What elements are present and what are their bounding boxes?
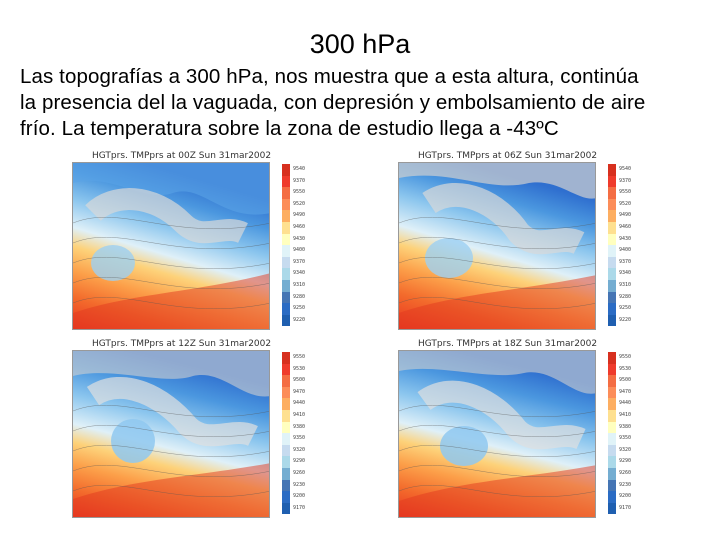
colorbar-label: 9490: [619, 212, 632, 219]
colorbar-label: 9290: [619, 458, 632, 465]
weather-map-panel-06z: HGTprs. TMPprs at 06Z Sun 31mar2002: [398, 150, 631, 330]
slide-title: 300 hPa: [309, 29, 411, 59]
colorbar-label: 9200: [293, 493, 306, 500]
colorbar-label: 9340: [293, 270, 306, 277]
colorbar-label: 9440: [619, 400, 632, 407]
colorbar: [608, 352, 616, 515]
colorbar-label: 9370: [293, 177, 306, 184]
colorbar-label: 9470: [619, 388, 632, 395]
colorbar-label: 9490: [293, 212, 306, 219]
colorbar-label: 9230: [293, 481, 306, 488]
weather-map-panel-18z: HGTprs. TMPprs at 18Z Sun 31mar2002: [398, 338, 631, 518]
colorbar-label: 9320: [293, 446, 306, 453]
map-caption: HGTprs. TMPprs at 12Z Sun 31mar2002: [92, 339, 272, 349]
colorbar-label: 9250: [619, 305, 632, 312]
colorbar-label: 9460: [619, 223, 632, 230]
colorbar: [608, 164, 616, 327]
colorbar-label: 9280: [619, 293, 632, 300]
colorbar: [282, 164, 290, 327]
colorbar-labels: 9540 9370 9550 9520 9490 9460 9430 9400 …: [293, 164, 315, 326]
colorbar-label: 9400: [293, 247, 306, 254]
colorbar-label: 9220: [619, 316, 632, 323]
weather-map-panel-12z: HGTprs. TMPprs at 12Z Sun 31mar2002: [72, 338, 305, 518]
colorbar-label: 9430: [293, 235, 306, 242]
colorbar-label: 9500: [293, 377, 306, 384]
colorbar-label: 9440: [293, 400, 306, 407]
temperature-height-map: [398, 162, 596, 330]
colorbar-labels: 9550 9530 9500 9470 9440 9410 9380 9350 …: [293, 352, 315, 514]
colorbar-label: 9500: [619, 377, 632, 384]
description-line: Las topografías a 300 hPa, nos muestra q…: [20, 65, 639, 88]
weather-map-panel-00z: HGTprs. TMPprs at 00Z Sun 31mar2002: [72, 150, 305, 330]
colorbar-label: 9380: [293, 423, 306, 430]
colorbar-label: 9220: [293, 316, 306, 323]
colorbar-label: 9550: [293, 189, 306, 196]
description-line: la presencia del la vaguada, con depresi…: [20, 91, 646, 114]
colorbar-label: 9170: [293, 504, 306, 511]
colorbar-label: 9370: [619, 177, 632, 184]
slide-description: Las topografías a 300 hPa, nos muestra q…: [20, 64, 708, 142]
colorbar-label: 9370: [619, 258, 632, 265]
colorbar-labels: 9540 9370 9550 9520 9490 9460 9430 9400 …: [619, 164, 641, 326]
colorbar-label: 9350: [293, 435, 306, 442]
colorbar-label: 9230: [619, 481, 632, 488]
colorbar-label: 9380: [619, 423, 632, 430]
colorbar-label: 9540: [619, 166, 632, 172]
colorbar-label: 9470: [293, 388, 306, 395]
map-caption: HGTprs. TMPprs at 06Z Sun 31mar2002: [418, 151, 598, 161]
colorbar-label: 9260: [619, 469, 632, 476]
colorbar-label: 9250: [293, 305, 306, 312]
colorbar-label: 9290: [293, 458, 306, 465]
colorbar-label: 9410: [293, 411, 306, 418]
colorbar-label: 9520: [293, 200, 306, 207]
map-caption: HGTprs. TMPprs at 18Z Sun 31mar2002: [418, 339, 598, 349]
map-caption: HGTprs. TMPprs at 00Z Sun 31mar2002: [92, 151, 272, 161]
colorbar-label: 9340: [619, 270, 632, 277]
colorbar-label: 9260: [293, 469, 306, 476]
colorbar-label: 9530: [293, 365, 306, 372]
colorbar: [282, 352, 290, 515]
colorbar-label: 9530: [619, 365, 632, 372]
colorbar-label: 9540: [293, 166, 306, 172]
colorbar-label: 9550: [293, 354, 306, 360]
colorbar-label: 9370: [293, 258, 306, 265]
colorbar-label: 9520: [619, 200, 632, 207]
colorbar-label: 9350: [619, 435, 632, 442]
colorbar-label: 9410: [619, 411, 632, 418]
colorbar-label: 9310: [293, 281, 306, 288]
colorbar-label: 9200: [619, 493, 632, 500]
colorbar-label: 9170: [619, 504, 632, 511]
colorbar-label: 9460: [293, 223, 306, 230]
temperature-height-map: [398, 350, 596, 518]
temperature-height-map: [72, 162, 270, 330]
description-line: frío. La temperatura sobre la zona de es…: [20, 117, 559, 140]
colorbar-label: 9550: [619, 354, 632, 360]
colorbar-label: 9320: [619, 446, 632, 453]
colorbar-labels: 9550 9530 9500 9470 9440 9410 9380 9350 …: [619, 352, 641, 514]
colorbar-label: 9430: [619, 235, 632, 242]
colorbar-label: 9310: [619, 281, 632, 288]
colorbar-label: 9550: [619, 189, 632, 196]
colorbar-label: 9280: [293, 293, 306, 300]
colorbar-label: 9400: [619, 247, 632, 254]
temperature-height-map: [72, 350, 270, 518]
